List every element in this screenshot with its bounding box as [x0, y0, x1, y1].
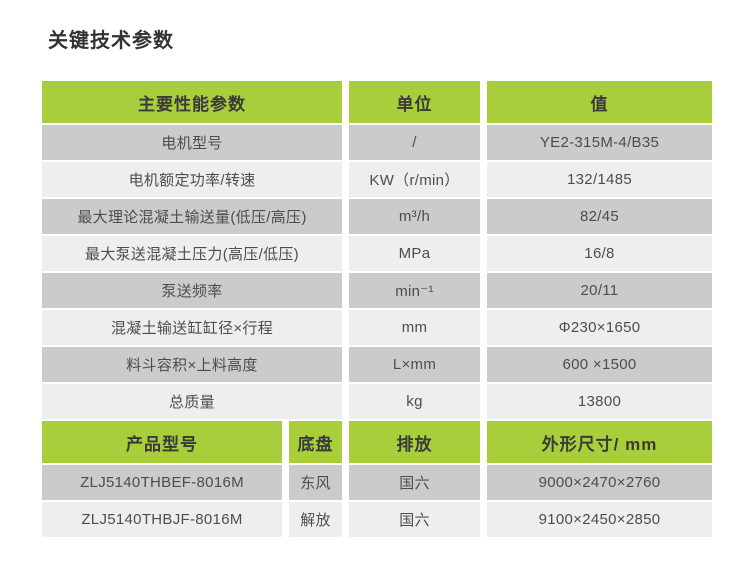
spec-table: 主要性能参数 单位 值 电机型号 / YE2-315M-4/B35 电机额定功率… — [42, 81, 712, 537]
table-row: 料斗容积×上料高度 L×mm 600 ×1500 — [42, 347, 712, 382]
header-cell-model: 产品型号 — [42, 421, 282, 463]
dimensions-cell: 9100×2450×2850 — [487, 502, 712, 537]
unit-cell: KW（r/min） — [349, 162, 480, 197]
emission-cell: 国六 — [349, 502, 480, 537]
value-cell: 600 ×1500 — [487, 347, 712, 382]
param-cell: 混凝土输送缸缸径×行程 — [42, 310, 342, 345]
table-row: 最大理论混凝土输送量(低压/高压) m³/h 82/45 — [42, 199, 712, 234]
table-row: 泵送频率 min⁻¹ 20/11 — [42, 273, 712, 308]
param-cell: 最大理论混凝土输送量(低压/高压) — [42, 199, 342, 234]
unit-cell: / — [349, 125, 480, 160]
unit-cell: mm — [349, 310, 480, 345]
param-cell: 最大泵送混凝土压力(高压/低压) — [42, 236, 342, 271]
table-row: 电机型号 / YE2-315M-4/B35 — [42, 125, 712, 160]
value-cell: 16/8 — [487, 236, 712, 271]
param-cell: 电机额定功率/转速 — [42, 162, 342, 197]
unit-cell: min⁻¹ — [349, 273, 480, 308]
table-row: 总质量 kg 13800 — [42, 384, 712, 419]
unit-cell: kg — [349, 384, 480, 419]
unit-cell: MPa — [349, 236, 480, 271]
unit-cell: m³/h — [349, 199, 480, 234]
header-cell-dimensions: 外形尺寸/ mm — [487, 421, 712, 463]
value-cell: 82/45 — [487, 199, 712, 234]
product-table-header: 产品型号 底盘 排放 外形尺寸/ mm — [42, 421, 712, 463]
unit-cell: L×mm — [349, 347, 480, 382]
param-cell: 电机型号 — [42, 125, 342, 160]
header-cell-emission: 排放 — [349, 421, 480, 463]
param-cell: 总质量 — [42, 384, 342, 419]
chassis-cell: 东风 — [289, 465, 342, 500]
chassis-cell: 解放 — [289, 502, 342, 537]
page-title: 关键技术参数 — [48, 30, 174, 52]
header-cell-value: 值 — [487, 81, 712, 123]
emission-cell: 国六 — [349, 465, 480, 500]
dimensions-cell: 9000×2470×2760 — [487, 465, 712, 500]
param-cell: 料斗容积×上料高度 — [42, 347, 342, 382]
param-cell: 泵送频率 — [42, 273, 342, 308]
value-cell: 13800 — [487, 384, 712, 419]
value-cell: YE2-315M-4/B35 — [487, 125, 712, 160]
value-cell: 132/1485 — [487, 162, 712, 197]
header-cell-param: 主要性能参数 — [42, 81, 342, 123]
table-row: ZLJ5140THBEF-8016M 东风 国六 9000×2470×2760 — [42, 465, 712, 500]
table-row: ZLJ5140THBJF-8016M 解放 国六 9100×2450×2850 — [42, 502, 712, 537]
model-cell: ZLJ5140THBEF-8016M — [42, 465, 282, 500]
table-row: 最大泵送混凝土压力(高压/低压) MPa 16/8 — [42, 236, 712, 271]
header-cell-unit: 单位 — [349, 81, 480, 123]
table-row: 电机额定功率/转速 KW（r/min） 132/1485 — [42, 162, 712, 197]
header-cell-chassis: 底盘 — [289, 421, 342, 463]
table-row: 混凝土输送缸缸径×行程 mm Φ230×1650 — [42, 310, 712, 345]
value-cell: Φ230×1650 — [487, 310, 712, 345]
value-cell: 20/11 — [487, 273, 712, 308]
model-cell: ZLJ5140THBJF-8016M — [42, 502, 282, 537]
performance-table-header: 主要性能参数 单位 值 — [42, 81, 712, 123]
